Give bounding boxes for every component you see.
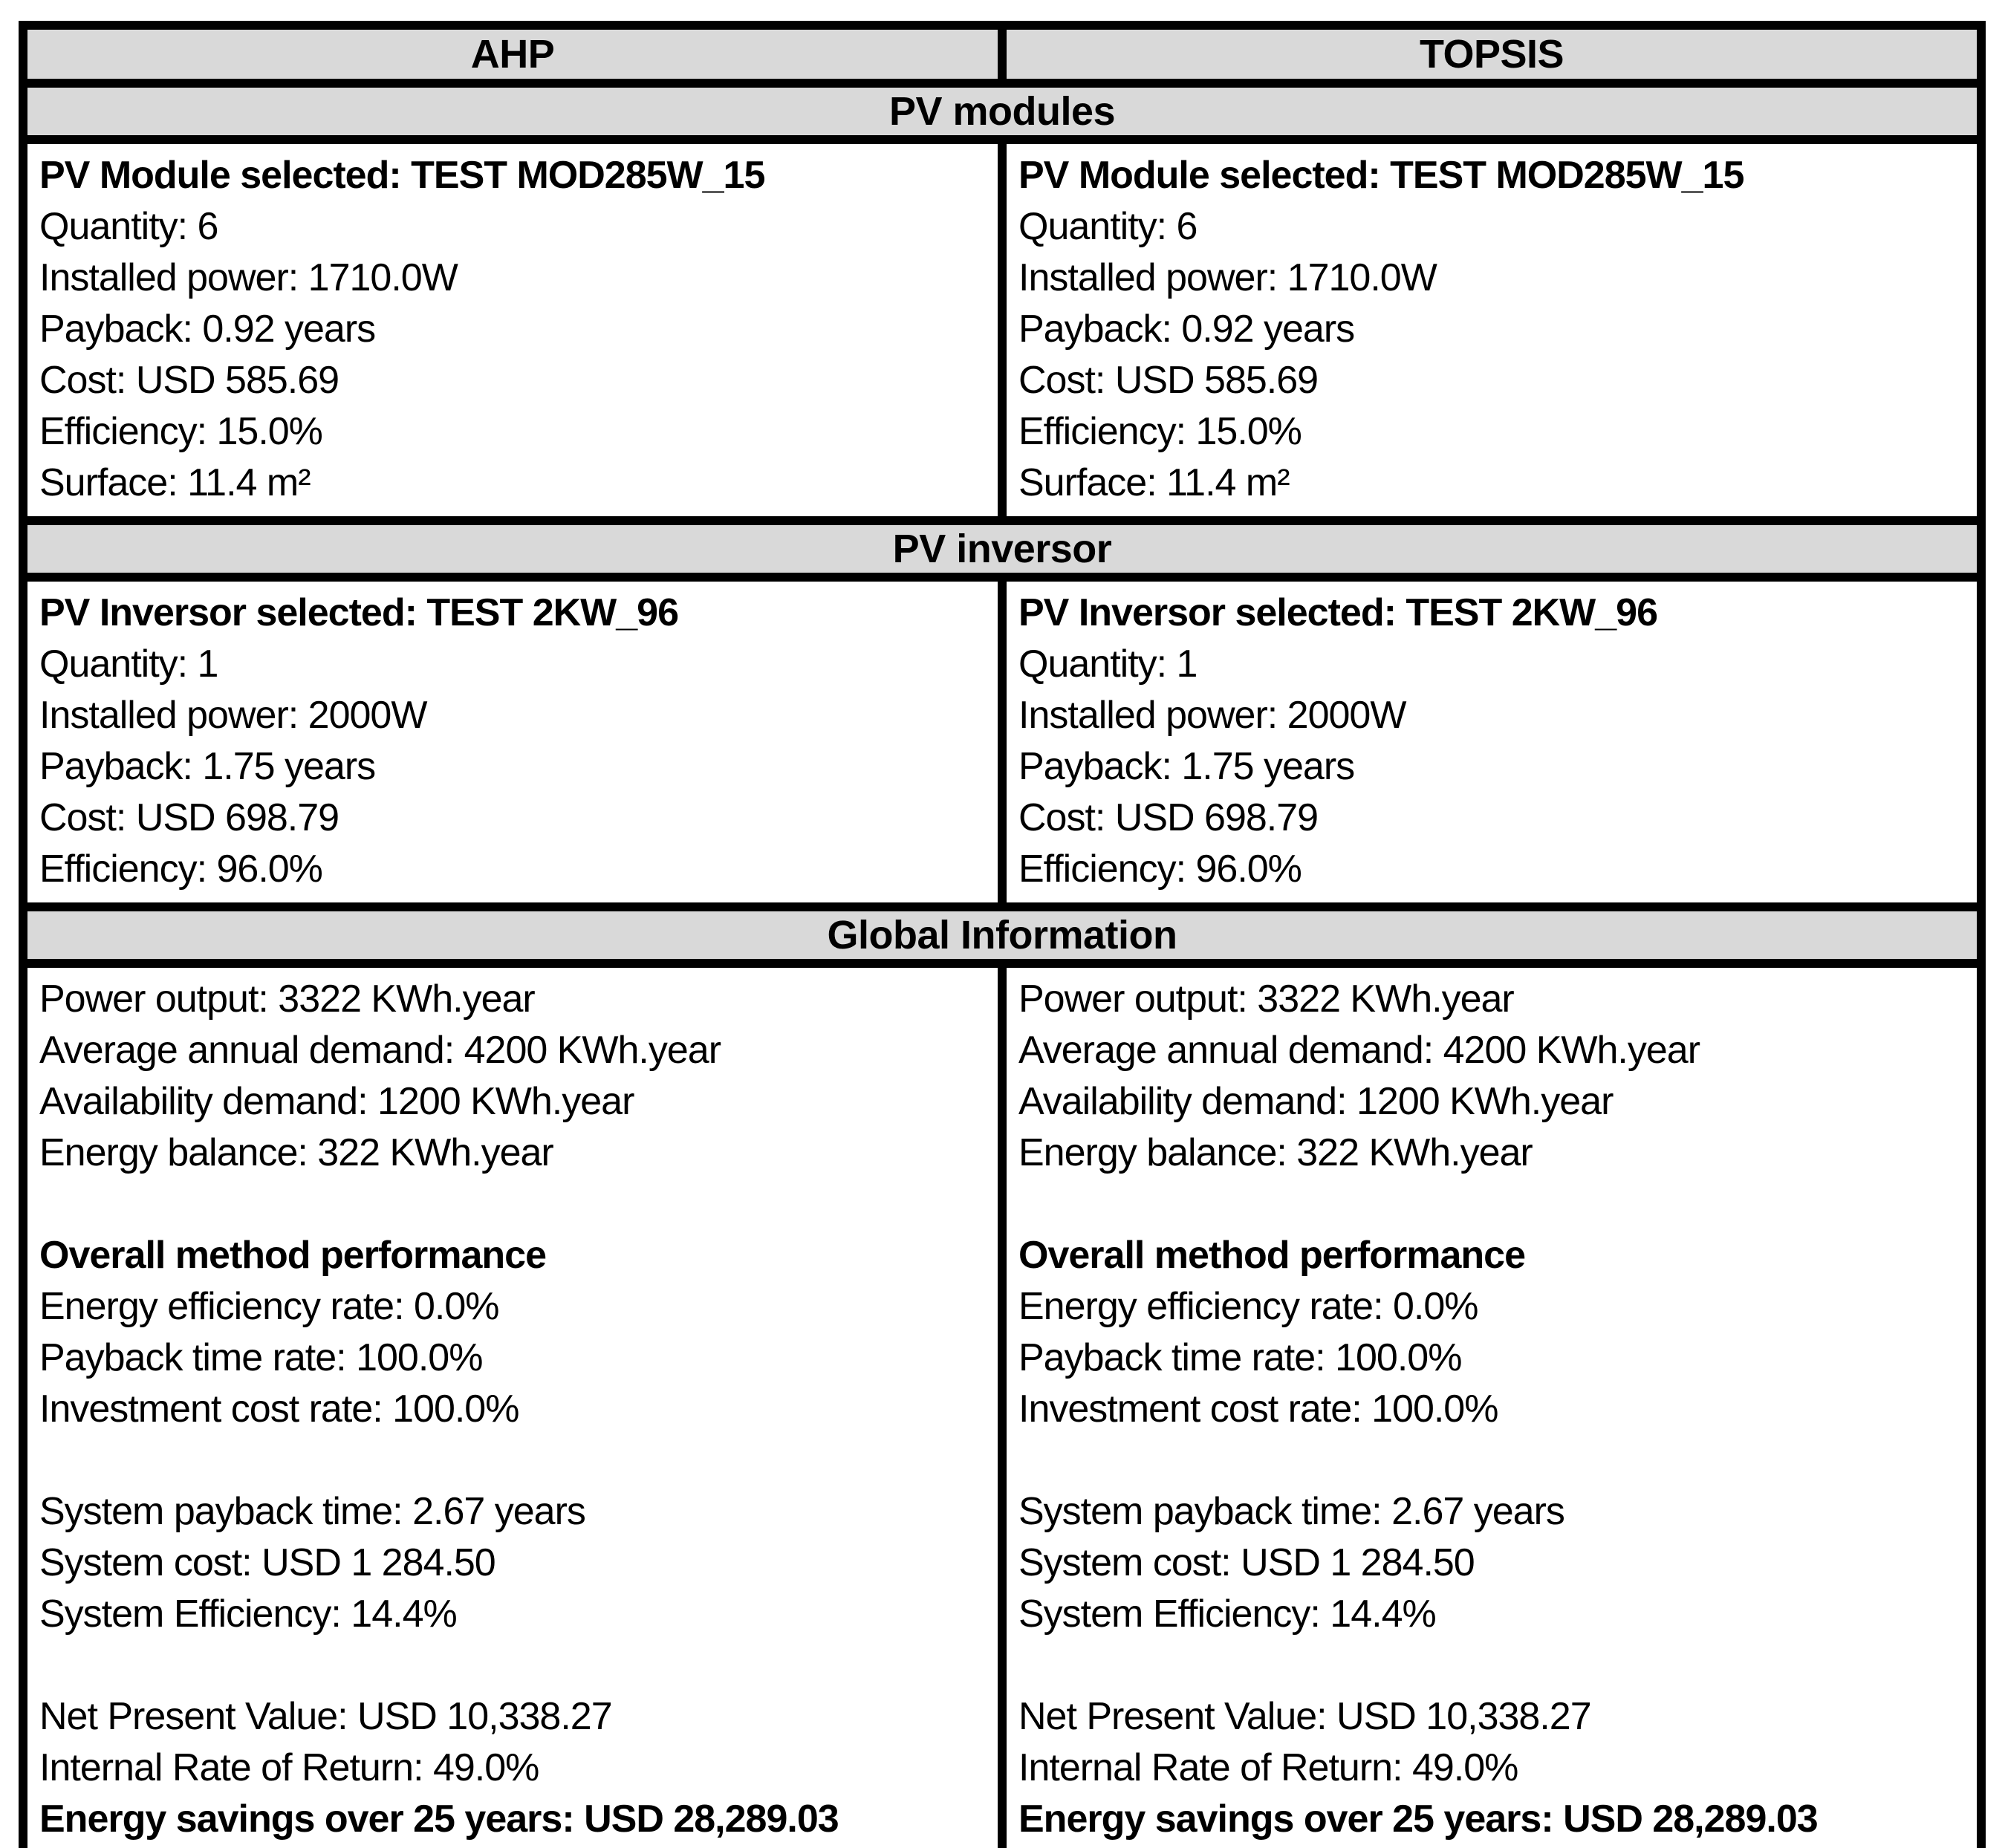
pv-inversor-ahp-cell: PV Inversor selected: TEST 2KW_96 Quantit…	[19, 573, 1007, 911]
cell-line: System payback time: 2.67 years	[39, 1490, 586, 1533]
cell-line: Installed power: 2000W	[1018, 694, 1406, 737]
column-header-ahp: AHP	[19, 21, 1007, 88]
cell-line: Quantity: 1	[1018, 642, 1198, 686]
cell-line: Investment cost rate: 100.0%	[1018, 1387, 1498, 1431]
cell-line: Efficiency: 15.0%	[39, 410, 323, 453]
cell-line: Surface: 11.4 m²	[39, 461, 311, 504]
cell-line: Net Present Value: USD 10,338.27	[39, 1695, 613, 1738]
cell-line: System cost: USD 1 284.50	[39, 1541, 496, 1584]
cell-line	[39, 1640, 984, 1691]
cell-line: Efficiency: 15.0%	[1018, 410, 1302, 453]
cell-line: System payback time: 2.67 years	[1018, 1490, 1565, 1533]
cell-line: Average annual demand: 4200 KWh.year	[39, 1029, 721, 1072]
cell-line: Cost: USD 585.69	[39, 359, 339, 402]
cell-line: PV Module selected: TEST MOD285W_15	[1018, 154, 1744, 197]
cell-line: Efficiency: 96.0%	[39, 847, 323, 891]
cell-line: Overall method performance	[39, 1234, 547, 1277]
cell-line: Payback: 0.92 years	[39, 308, 376, 351]
global-information-topsis-cell: Power output: 3322 KWh.year Average annua…	[998, 959, 1986, 1848]
cell-line: Energy efficiency rate: 0.0%	[1018, 1285, 1479, 1328]
cell-line: Payback time rate: 100.0%	[39, 1336, 483, 1379]
section-row-global-information: Global Information	[19, 902, 1986, 968]
cell-line: Overall method performance	[1018, 1234, 1526, 1277]
section-header-pv-inversor: PV inversor	[19, 516, 1986, 582]
cell-line: Payback time rate: 100.0%	[1018, 1336, 1462, 1379]
cell-line: PV Inversor selected: TEST 2KW_96	[1018, 591, 1658, 634]
cell-line: Energy balance: 322 KWh.year	[1018, 1131, 1533, 1174]
pv-inversor-row: PV Inversor selected: TEST 2KW_96 Quantit…	[19, 573, 1986, 911]
cell-line: Availability demand: 1200 KWh.year	[1018, 1080, 1614, 1123]
global-information-row: Power output: 3322 KWh.year Average annua…	[19, 959, 1986, 1848]
global-information-ahp-cell: Power output: 3322 KWh.year Average annua…	[19, 959, 1007, 1848]
cell-line: Installed power: 1710.0W	[39, 256, 458, 299]
method-header-row: AHP TOPSIS	[19, 21, 1986, 88]
section-row-pv-modules: PV modules	[19, 79, 1986, 144]
cell-line: System cost: USD 1 284.50	[1018, 1541, 1475, 1584]
cell-line: Energy efficiency rate: 0.0%	[39, 1285, 500, 1328]
cell-line: Average annual demand: 4200 KWh.year	[1018, 1029, 1700, 1072]
cell-line: PV Inversor selected: TEST 2KW_96	[39, 591, 679, 634]
section-header-pv-modules: PV modules	[19, 79, 1986, 144]
cell-line: Cost: USD 698.79	[1018, 796, 1319, 839]
cell-line	[1018, 1640, 1963, 1691]
cell-line: Surface: 11.4 m²	[1018, 461, 1290, 504]
comparison-table: AHP TOPSIS PV modules PV Module selected…	[19, 21, 1986, 1848]
cell-line: Payback: 1.75 years	[1018, 745, 1355, 788]
cell-line: Installed power: 2000W	[39, 694, 427, 737]
section-row-pv-inversor: PV inversor	[19, 516, 1986, 582]
column-header-topsis: TOPSIS	[998, 21, 1986, 88]
cell-line: Investment cost rate: 100.0%	[39, 1387, 519, 1431]
cell-line: Payback: 0.92 years	[1018, 308, 1355, 351]
cell-line: Internal Rate of Return: 49.0%	[39, 1746, 539, 1789]
cell-line	[39, 1435, 984, 1486]
cell-line	[1018, 1179, 1963, 1230]
cell-line: Cost: USD 585.69	[1018, 359, 1319, 402]
cell-line: Quantity: 1	[39, 642, 218, 686]
cell-line: Internal Rate of Return: 49.0%	[1018, 1746, 1518, 1789]
cell-line: System Efficiency: 14.4%	[39, 1592, 458, 1636]
cell-line: Quantity: 6	[1018, 205, 1198, 248]
cell-line	[1018, 1435, 1963, 1486]
cell-line: Installed power: 1710.0W	[1018, 256, 1437, 299]
section-header-global-information: Global Information	[19, 902, 1986, 968]
cell-line: System Efficiency: 14.4%	[1018, 1592, 1437, 1636]
pv-modules-topsis-cell: PV Module selected: TEST MOD285W_15 Quant…	[998, 135, 1986, 525]
cell-line: Power output: 3322 KWh.year	[39, 977, 536, 1021]
pv-inversor-topsis-cell: PV Inversor selected: TEST 2KW_96 Quantit…	[998, 573, 1986, 911]
cell-line: Cost: USD 698.79	[39, 796, 339, 839]
cell-line	[39, 1179, 984, 1230]
cell-line: Energy balance: 322 KWh.year	[39, 1131, 554, 1174]
cell-line: Quantity: 6	[39, 205, 218, 248]
cell-line: PV Module selected: TEST MOD285W_15	[39, 154, 765, 197]
cell-line: Energy savings over 25 years: USD 28,289…	[39, 1797, 839, 1841]
cell-line: Payback: 1.75 years	[39, 745, 376, 788]
cell-line: Energy savings over 25 years: USD 28,289…	[1018, 1797, 1819, 1841]
pv-modules-row: PV Module selected: TEST MOD285W_15 Quant…	[19, 135, 1986, 525]
cell-line: Power output: 3322 KWh.year	[1018, 977, 1515, 1021]
cell-line: Net Present Value: USD 10,338.27	[1018, 1695, 1592, 1738]
cell-line: Availability demand: 1200 KWh.year	[39, 1080, 634, 1123]
pv-modules-ahp-cell: PV Module selected: TEST MOD285W_15 Quant…	[19, 135, 1007, 525]
cell-line: Efficiency: 96.0%	[1018, 847, 1302, 891]
